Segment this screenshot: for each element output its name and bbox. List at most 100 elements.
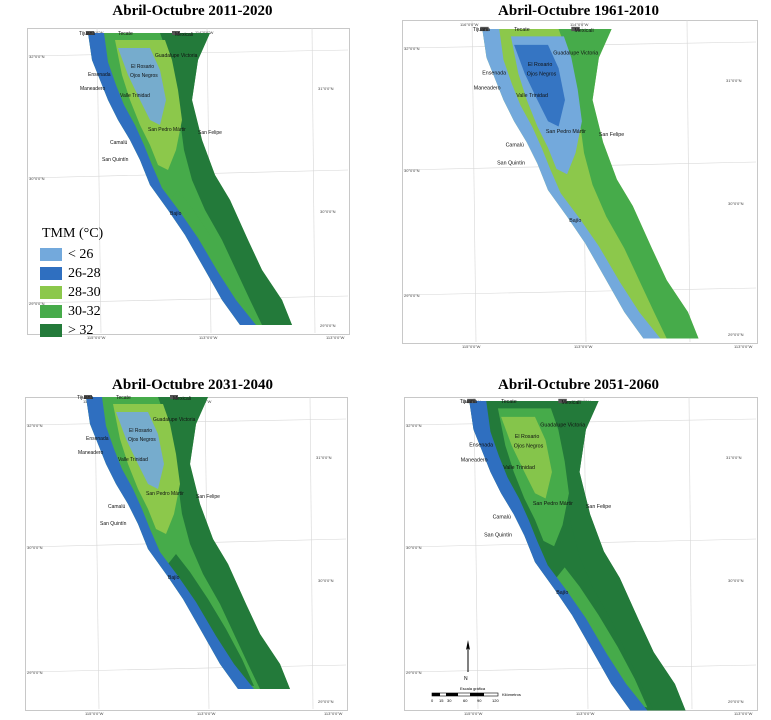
city-block [170,395,178,399]
city-label-rosario: El Rosario [131,64,154,70]
legend-swatch [40,324,62,337]
city-label-tijuana: Tijuana [79,31,95,37]
scale-tick: 60 [463,698,468,703]
graticule-label: 113°0'0"W [324,711,343,716]
city-label-ensenada: Ensenada [469,443,493,449]
zone-coast [88,33,256,325]
graticule-label: 29°0'0"N [404,293,420,298]
city-label-tecate: Tecate [514,27,530,33]
graticule-label: 116°0'0"W [460,22,479,27]
scale-tick: 30 [447,698,452,703]
legend-label: > 32 [68,322,94,338]
scale-bar: N Escala gráfica 0 15 30 60 90 120 Kilóm… [431,640,521,703]
legend-swatch [40,267,62,280]
city-label-sanpedro: San Pedro Mártir [146,491,184,497]
baja-california-map: 32°0'0"N 30°0'0"N 29°0'0"N 31°0'0"N 30°0'0"N… [401,19,757,349]
graticule-label: 32°0'0"N [406,423,422,428]
graticule-label: 30°0'0"N [404,168,420,173]
graticule-label: 114°0'0"W [570,22,589,27]
graticule-label: 116°0'0"W [85,30,104,35]
zone-south [556,567,648,708]
zone-south [168,554,254,686]
city-label-tecate: Tecate [118,31,133,37]
city-label-camalu: Camalú [493,515,511,521]
graticule-label: 29°0'0"N [406,670,422,675]
city-label-sanfelipe: San Felipe [586,504,611,510]
scale-title: Escala gráfica [460,686,486,691]
city-block [467,398,476,404]
graticule-label: 115°0'0"W [85,711,104,716]
graticule-label: 32°0'0"N [404,46,420,51]
graticule-label: 32°0'0"N [27,423,43,428]
legend-item: > 32 [40,321,103,340]
graticule-label: 31°0'0"N [726,78,742,83]
legend-label: 28-30 [68,284,101,300]
graticule-label: 29°0'0"N [320,323,336,328]
city-label-sanquintin: San Quintín [102,157,129,163]
baja-california-map: 32°0'0"N 30°0'0"N 29°0'0"N 31°0'0"N 30°0'0"N… [26,27,349,340]
graticule-label: 113°0'0"W [574,344,593,349]
city-label-sanquintin: San Quintín [497,161,525,167]
graticule-label: 113°0'0"W [197,711,216,716]
graticule-label: 114°0'0"W [195,30,214,35]
city-label-camalu: Camalú [110,140,127,146]
zone-coast [469,400,648,711]
zone-east [558,28,699,339]
map-panel-1961-2010: Abril-Octubre 1961-2010 32°0'0"N 30°0'0"N… [386,0,771,360]
scale-tick: 15 [439,698,444,703]
baja-california-map: 32°0'0"N 30°0'0"N 29°0'0"N 31°0'0"N 30°0'0"N… [24,395,347,716]
graticule-label: 32°0'0"N [29,54,45,59]
city-label-camalu: Camalú [506,143,524,149]
zone-east [158,397,290,689]
scale-tick: 0 [431,698,434,703]
city-label-sanpedro: San Pedro Mártir [148,127,186,133]
graticule-label: 115°0'0"W [462,344,481,349]
legend: TMM (°C) < 26 26-28 28-30 30-32 > 32 [40,226,103,340]
zone-inner [501,416,552,499]
city-label-rosario: El Rosario [515,434,539,440]
legend-title: TMM (°C) [42,226,104,241]
city-label-maneadero: Maneadero [461,457,488,463]
city-label-rosario: El Rosario [528,62,552,68]
city-label-sanfelipe: San Felipe [196,494,220,500]
zone-inner [116,412,164,489]
city-label-bajio: Bajío [170,211,182,217]
graticule-label: 113°0'0"W [326,335,345,340]
city-label-bajio: Bajío [556,590,568,596]
city-label-guadalupe: Guadalupe Victoria [153,417,196,423]
zone-south [170,190,256,322]
north-arrow-icon: N [464,640,470,682]
baja-california-map: 32°0'0"N 30°0'0"N 29°0'0"N 31°0'0"N 30°0'0"N… [403,396,757,716]
legend-label: 26-28 [68,265,101,281]
city-label-tijuana: Tijuana [77,395,93,401]
graticule-label: 30°0'0"N [29,176,45,181]
graticule-label: 29°0'0"N [27,670,43,675]
zone-inner [118,48,166,125]
legend-swatch [40,305,62,318]
city-label-mexicali: Mexicali [575,28,594,34]
panel-title: Abril-Octubre 2011-2020 [112,3,273,19]
city-label-maneadero: Maneadero [80,86,106,92]
city-block [558,398,567,404]
graticule-label: 31°0'0"N [726,455,742,460]
city-label-sanfelipe: San Felipe [599,132,624,138]
city-label-ensenada: Ensenada [482,71,506,77]
city-label-ojos: Ojos Negros [527,72,557,78]
city-label-trinidad: Valle Trinidad [503,465,535,471]
city-label-ojos: Ojos Negros [514,444,544,450]
city-label-sanpedro: San Pedro Mártir [533,501,573,507]
zone-east [545,400,686,711]
city-label-tijuana: Tijuana [473,27,490,33]
legend-swatch [40,286,62,299]
graticule-label: 30°0'0"N [318,578,334,583]
city-label-trinidad: Valle Trinidad [516,93,548,99]
map-panel-2011-2020: Abril-Octubre 2011-2020 32°0'0"N 30°0'0"N… [0,0,385,360]
graticule-label: 29°0'0"N [728,332,744,337]
city-block [86,31,94,35]
scale-unit: Kilómetros [502,692,521,697]
city-label-guadalupe: Guadalupe Victoria [553,50,598,56]
graticule-label: 30°0'0"N [406,545,422,550]
zone-inner [514,44,565,127]
